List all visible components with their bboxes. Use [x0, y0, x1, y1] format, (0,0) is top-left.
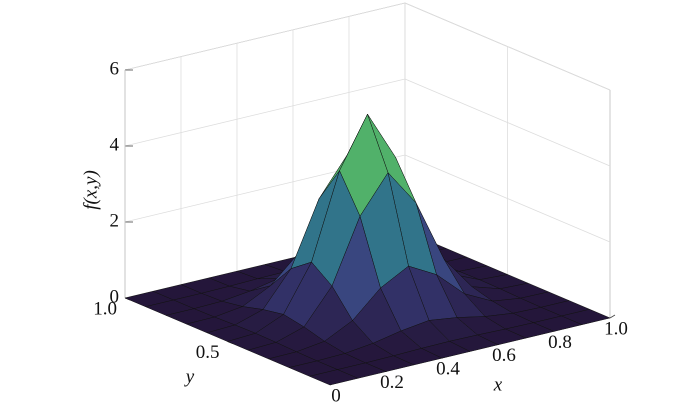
y-axis-label: y	[184, 366, 195, 387]
x-tick-label: 0.4	[436, 359, 460, 380]
z-tick-label: 4	[110, 134, 120, 155]
x-tick-label: 0.6	[492, 345, 516, 366]
x-tick-label: 0.8	[548, 332, 572, 353]
z-tick-label: 2	[110, 210, 120, 231]
x-tick-label: 0	[331, 385, 341, 406]
x-axis-label: x	[493, 374, 503, 395]
y-tick-label: 1.0	[93, 298, 117, 319]
x-tick-label: 0.2	[380, 372, 404, 393]
x-tick-label: 1.0	[604, 318, 628, 339]
x-tick	[609, 314, 616, 319]
grid-line	[124, 78, 406, 147]
z-tick-label: 0	[110, 286, 120, 307]
surface-facet	[308, 369, 359, 386]
y-tick-label: 0.5	[196, 342, 220, 363]
z-axis-label: f(x,y)	[80, 170, 101, 210]
grid-line	[124, 2, 406, 71]
z-tick-label: 6	[110, 58, 120, 79]
